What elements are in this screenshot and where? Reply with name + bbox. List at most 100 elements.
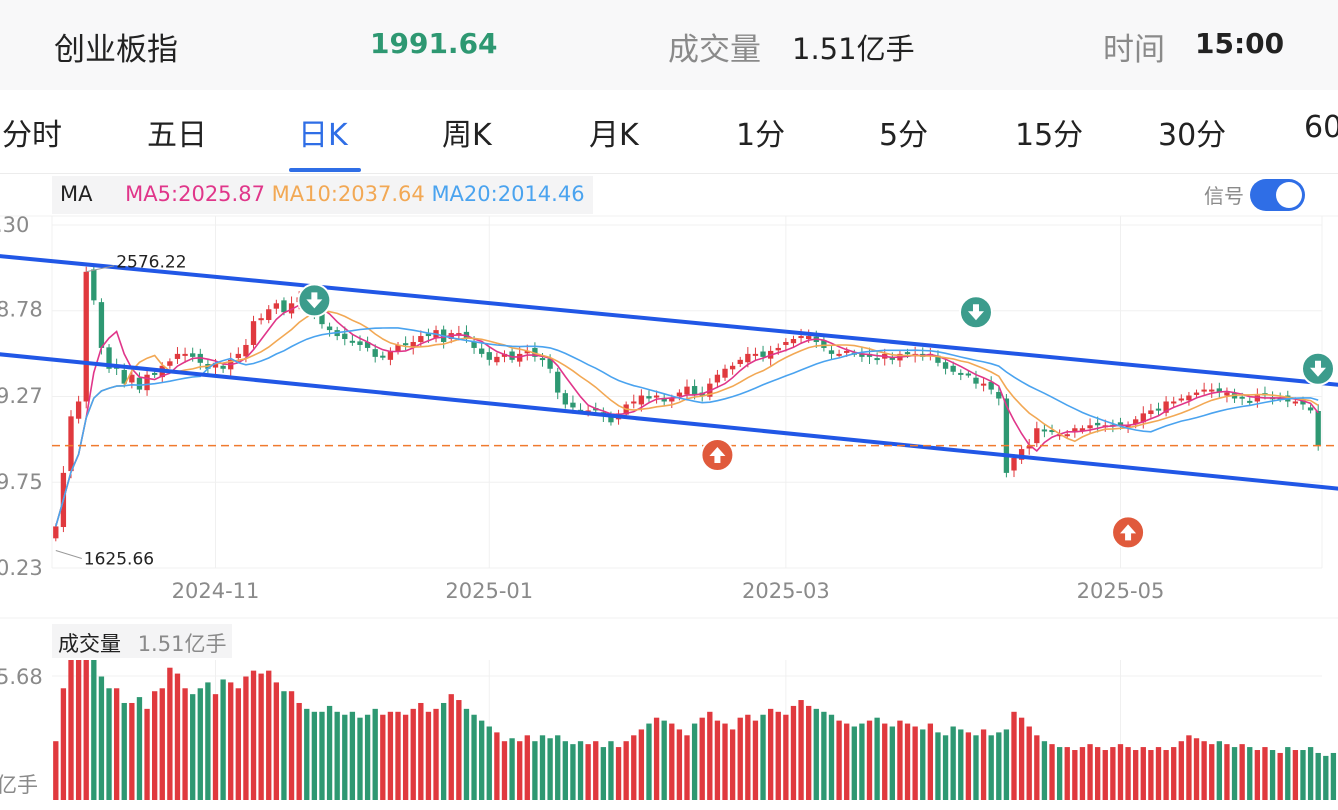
candle-body (402, 343, 409, 346)
candle-body (646, 396, 652, 399)
candle-body (988, 381, 994, 390)
tab-1min[interactable]: 1分 (736, 118, 786, 153)
volume-bar (1269, 750, 1276, 800)
volume-bar (555, 735, 561, 800)
volume-bar (1209, 744, 1215, 800)
candle-body (266, 309, 272, 320)
volume-bar (1133, 750, 1139, 800)
tab-60min[interactable]: 60 (1304, 110, 1338, 145)
volume-bar (965, 732, 972, 800)
low-label: 1625.66 (84, 549, 154, 569)
candle-body (539, 358, 546, 361)
candle-body (288, 303, 295, 314)
volume-bar (296, 702, 302, 800)
candle-body (1171, 401, 1177, 404)
candle-body (790, 339, 797, 344)
signal-toggle[interactable] (1250, 179, 1305, 211)
volume-bar (410, 708, 416, 800)
volume-bar (1163, 750, 1169, 800)
tab-five-day[interactable]: 五日 (147, 118, 207, 153)
candle-body (874, 358, 880, 361)
volume-bar (349, 711, 356, 800)
candle-body (996, 391, 1002, 399)
volume-bar (1216, 741, 1222, 800)
candle-body (783, 341, 789, 345)
candle-body (190, 353, 196, 357)
tab-monthly-k[interactable]: 月K (589, 118, 639, 153)
tab-daily-k[interactable]: 日K (298, 118, 348, 153)
volume-bar (463, 708, 470, 800)
tab-weekly-k[interactable]: 周K (442, 118, 492, 153)
volume-bar (897, 720, 903, 800)
candle-body (501, 353, 508, 357)
candle-body (1026, 446, 1032, 449)
signal-label: 信号 (1204, 184, 1244, 208)
volume-bar (593, 741, 599, 800)
candle-body (904, 352, 911, 355)
volume-bar (661, 720, 667, 800)
volume-bar (205, 682, 211, 800)
volume-bar (1155, 747, 1162, 800)
tab-15min[interactable]: 15分 (1015, 118, 1084, 153)
volume-bar (615, 747, 622, 800)
candle-body (760, 351, 766, 357)
candle-body (471, 341, 477, 348)
candle-body (1178, 398, 1184, 401)
volume-bar (1178, 741, 1184, 800)
volume-bar (1262, 747, 1268, 800)
tab-5min[interactable]: 5分 (879, 118, 929, 153)
x-tick-label: 2025-05 (1077, 579, 1165, 603)
volume-bar (91, 660, 97, 800)
volume-bar (562, 741, 568, 800)
volume-bar (380, 714, 386, 800)
volume-bar (1186, 735, 1192, 800)
volume-bar (425, 711, 432, 800)
volume-bar (144, 708, 150, 800)
candle-body (364, 341, 371, 348)
volume-bar (996, 732, 1002, 800)
candle-body (532, 347, 538, 357)
volume-bar (714, 720, 721, 800)
volume-bar (250, 670, 257, 800)
candle-body (129, 374, 135, 383)
candle-body (691, 386, 698, 396)
volume-bar (395, 711, 401, 800)
volume-bar (1064, 747, 1070, 800)
signal-arrow (306, 292, 323, 309)
candle-body (243, 344, 249, 357)
candle-body (273, 303, 280, 309)
candle-body (737, 359, 743, 365)
tab-intraday[interactable]: 分时 (2, 118, 62, 153)
candle-body (714, 374, 721, 383)
candle-body (250, 321, 257, 345)
volume-bar (729, 729, 736, 800)
index-price: 1991.64 (370, 27, 498, 60)
candle-body (68, 416, 74, 472)
ma20-value: MA20:2014.46 (431, 182, 585, 206)
candle-body (828, 350, 835, 354)
candle-body (631, 401, 637, 404)
candle-body (258, 318, 264, 321)
candle-body (1034, 428, 1040, 444)
volume-bar (304, 708, 310, 800)
candle-body (1133, 419, 1139, 425)
volume-bar (1300, 750, 1306, 800)
volume-bar (98, 676, 105, 800)
time-value: 15:00 (1195, 27, 1285, 60)
volume-bar (942, 735, 949, 800)
tab-30min[interactable]: 30分 (1158, 118, 1227, 153)
volume-bar (1049, 744, 1055, 800)
volume-bar (1041, 741, 1048, 800)
volume-bar (136, 697, 143, 800)
candle-body (1094, 422, 1101, 426)
volume-bar (1148, 750, 1154, 800)
low-leader (55, 550, 82, 559)
candle-body (410, 341, 416, 348)
volume-bar (1171, 747, 1177, 800)
candle-body (1193, 392, 1200, 395)
candle-body (53, 526, 59, 539)
volume-bar (334, 711, 340, 800)
volume-bar (912, 726, 918, 800)
candle-body (235, 353, 241, 359)
